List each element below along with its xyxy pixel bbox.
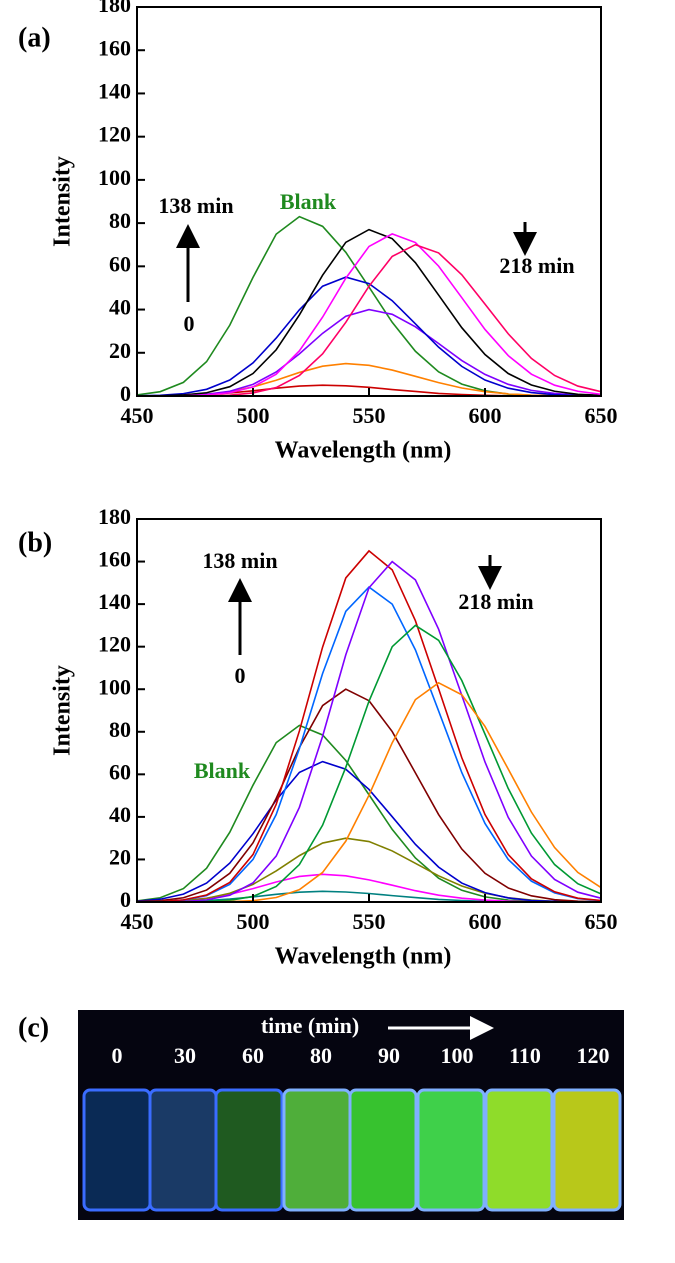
annotation: 138 min bbox=[158, 193, 233, 218]
y-tick-label: 0 bbox=[120, 887, 131, 912]
time-label: 120 bbox=[577, 1043, 610, 1068]
x-tick-label: 450 bbox=[121, 403, 154, 428]
y-axis-title: Intensity bbox=[50, 665, 76, 756]
y-tick-label: 100 bbox=[98, 165, 131, 190]
x-tick-label: 550 bbox=[353, 909, 386, 934]
panel-label: (b) bbox=[18, 527, 52, 558]
panel-label: (c) bbox=[18, 1012, 49, 1043]
y-tick-label: 100 bbox=[98, 674, 131, 699]
x-tick-label: 500 bbox=[237, 403, 270, 428]
x-axis-title: Wavelength (nm) bbox=[275, 944, 452, 970]
x-axis-title: Wavelength (nm) bbox=[275, 438, 452, 464]
time-label: 110 bbox=[509, 1043, 541, 1068]
x-tick-label: 650 bbox=[585, 909, 618, 934]
time-label: 60 bbox=[242, 1043, 264, 1068]
panel-label: (a) bbox=[18, 22, 51, 53]
y-tick-label: 20 bbox=[109, 844, 131, 869]
time-label: 80 bbox=[310, 1043, 332, 1068]
series-label: Blank bbox=[280, 189, 337, 214]
y-tick-label: 180 bbox=[98, 504, 131, 529]
x-tick-label: 500 bbox=[237, 909, 270, 934]
series-line bbox=[136, 228, 602, 397]
series-line bbox=[136, 724, 601, 903]
x-tick-label: 550 bbox=[353, 403, 386, 428]
y-tick-label: 40 bbox=[109, 802, 131, 827]
time-label: 90 bbox=[378, 1043, 400, 1068]
y-tick-label: 120 bbox=[98, 632, 131, 657]
series-line bbox=[137, 560, 602, 903]
y-tick-label: 40 bbox=[109, 295, 131, 320]
time-label: 30 bbox=[174, 1043, 196, 1068]
series-line bbox=[136, 276, 602, 397]
series-line bbox=[136, 837, 602, 903]
y-tick-label: 160 bbox=[98, 547, 131, 572]
time-label: 100 bbox=[441, 1043, 474, 1068]
y-tick-label: 60 bbox=[109, 759, 131, 784]
x-tick-label: 650 bbox=[585, 403, 618, 428]
y-axis-title: Intensity bbox=[50, 156, 76, 247]
y-tick-label: 20 bbox=[109, 338, 131, 363]
y-tick-label: 80 bbox=[109, 208, 131, 233]
y-tick-label: 140 bbox=[98, 589, 131, 614]
series-line bbox=[136, 215, 601, 397]
annotation: 138 min bbox=[202, 548, 277, 573]
x-tick-label: 450 bbox=[121, 909, 154, 934]
y-tick-label: 180 bbox=[98, 0, 131, 17]
y-tick-label: 60 bbox=[109, 251, 131, 276]
photo-caption: time (min) bbox=[261, 1013, 359, 1038]
annotation: 218 min bbox=[458, 589, 533, 614]
annotation: 0 bbox=[184, 311, 195, 336]
series-line bbox=[136, 760, 602, 903]
annotation: 0 bbox=[235, 663, 246, 688]
photo bbox=[78, 1010, 624, 1220]
series-line bbox=[137, 233, 602, 397]
series-line bbox=[136, 549, 602, 903]
y-tick-label: 80 bbox=[109, 717, 131, 742]
x-tick-label: 600 bbox=[469, 403, 502, 428]
y-tick-label: 0 bbox=[120, 381, 131, 406]
time-label: 0 bbox=[112, 1043, 123, 1068]
y-tick-label: 160 bbox=[98, 35, 131, 60]
y-tick-label: 120 bbox=[98, 122, 131, 147]
x-tick-label: 600 bbox=[469, 909, 502, 934]
annotation: 218 min bbox=[499, 253, 574, 278]
time-labels: 0 30 60 80 90 100 110 120 bbox=[112, 1043, 610, 1068]
plot-frame bbox=[136, 518, 602, 903]
series-label: Blank bbox=[194, 758, 251, 783]
series-line bbox=[136, 308, 602, 397]
y-tick-label: 140 bbox=[98, 78, 131, 103]
